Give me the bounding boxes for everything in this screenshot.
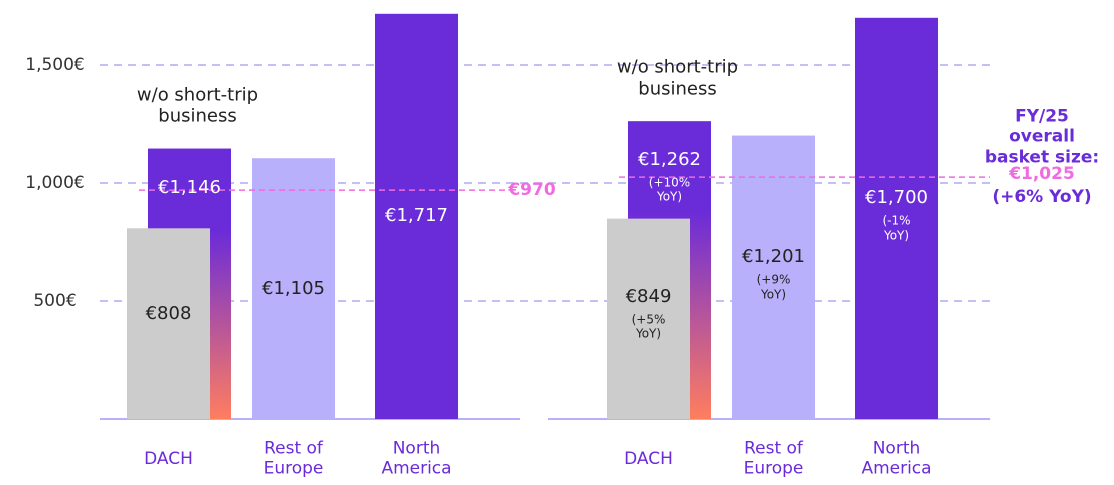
category-label: DACH bbox=[144, 448, 193, 469]
value-label: €1,105 bbox=[262, 277, 325, 299]
category-label: DACH bbox=[624, 448, 673, 469]
subset-value-label: €849 bbox=[625, 286, 672, 308]
value-label: €1,717 bbox=[385, 205, 448, 227]
y-tick-label: 1,500€ bbox=[25, 54, 85, 75]
yoy-label: (+9% YoY) bbox=[756, 272, 791, 302]
category-label: North America bbox=[381, 438, 452, 479]
subset-bar bbox=[607, 218, 690, 419]
annotation: w/o short-trip business bbox=[616, 56, 739, 100]
yoy-label: (+10% YoY) bbox=[648, 175, 691, 204]
yoy-label: (-1% YoY) bbox=[882, 214, 911, 243]
bar bbox=[732, 135, 815, 419]
reference-label: €970 bbox=[508, 179, 556, 200]
reference-note: (+6% YoY) bbox=[992, 186, 1092, 207]
annotation: w/o short-trip business bbox=[136, 83, 259, 127]
bar bbox=[855, 17, 938, 420]
subset-yoy-label: (+5% YoY) bbox=[631, 312, 666, 341]
value-label: €1,201 bbox=[742, 246, 805, 268]
y-tick-label: 500€ bbox=[33, 290, 77, 311]
category-label: North America bbox=[861, 438, 932, 479]
category-label: Rest of Europe bbox=[263, 438, 324, 479]
reference-title: FY/25 overall basket size: bbox=[984, 106, 1100, 168]
bar bbox=[252, 158, 335, 419]
value-label: €1,146 bbox=[158, 177, 221, 199]
bar bbox=[375, 13, 458, 420]
subset-value-label: €808 bbox=[145, 302, 192, 324]
value-label: €1,700 bbox=[865, 187, 928, 209]
y-tick-label: 1,000€ bbox=[25, 172, 85, 193]
reference-label: €1,025 bbox=[1009, 163, 1075, 184]
subset-bar bbox=[127, 228, 210, 419]
category-label: Rest of Europe bbox=[743, 438, 804, 479]
value-label: €1,262 bbox=[638, 149, 701, 171]
